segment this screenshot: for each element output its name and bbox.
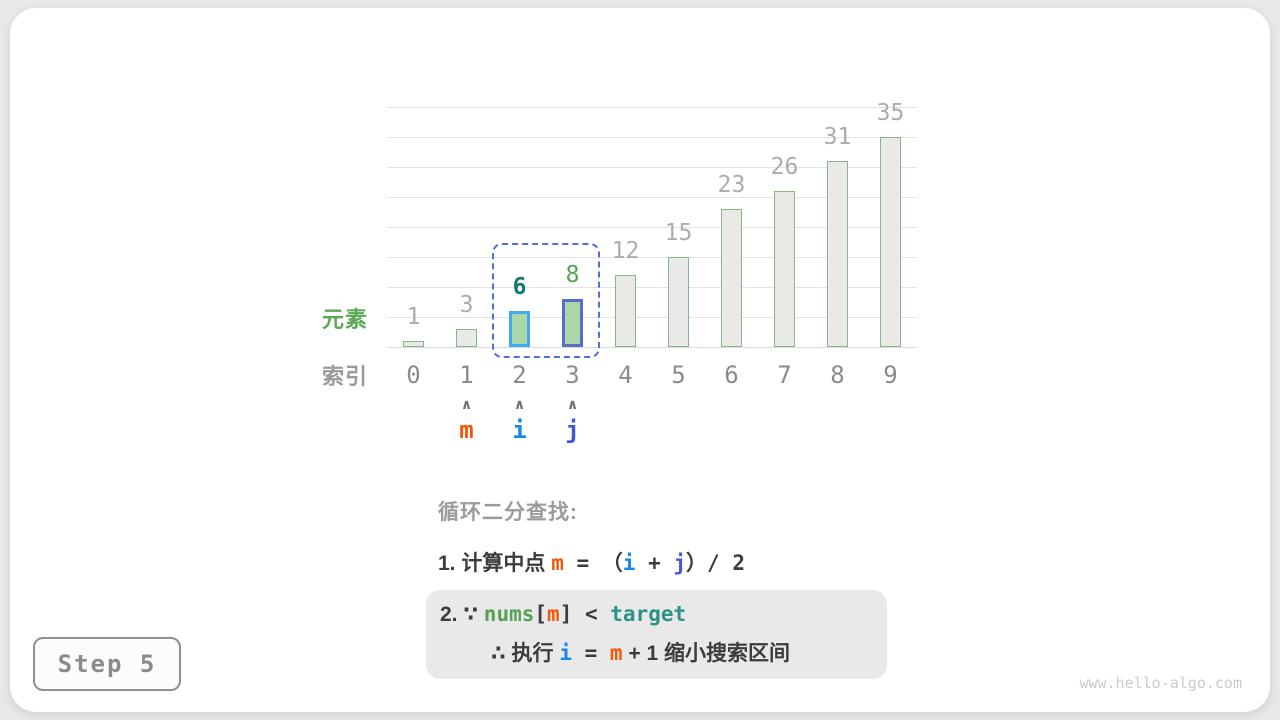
gridline: [387, 167, 917, 168]
pointer-label-m: m: [459, 416, 474, 444]
gridline: [387, 257, 917, 258]
gridline: [387, 287, 917, 288]
gridline: [387, 137, 917, 138]
bar-value-label: 23: [717, 172, 746, 198]
var-nums: nums: [483, 602, 535, 626]
pointer-caret-icon: ∧: [566, 396, 579, 412]
bar: [509, 311, 530, 347]
var-m: m: [609, 641, 623, 665]
step1-mid2: +: [635, 551, 674, 575]
annotation-heading: 循环二分查找:: [438, 501, 578, 524]
index-label: 7: [777, 361, 792, 389]
var-i: i: [622, 551, 636, 575]
index-label: 3: [565, 361, 580, 389]
var-j: j: [673, 551, 687, 575]
pointer-caret-icon: ∧: [460, 396, 473, 412]
step2-line2-post: + 1 缩小搜索区间: [622, 642, 790, 665]
bar-value-label: 6: [512, 274, 527, 300]
gridline: [387, 107, 917, 108]
var-m: m: [547, 602, 560, 626]
pointer-caret-icon: ∧: [513, 396, 526, 412]
bar-value-label: 1: [406, 304, 421, 330]
gridline: [387, 317, 917, 318]
step1-mid1: = （: [563, 551, 623, 575]
index-label: 4: [618, 361, 633, 389]
step2-line2-pre: ∴ 执行: [491, 642, 560, 665]
index-label: 0: [406, 361, 421, 389]
var-i: i: [559, 641, 572, 665]
element-axis-label: 元素: [322, 307, 369, 332]
var-m: m: [551, 551, 564, 575]
bar: [403, 341, 424, 347]
bar-value-label: 26: [770, 154, 799, 180]
step1-pre: 1. 计算中点: [438, 552, 552, 575]
pointer-label-i: i: [512, 416, 527, 444]
var-target: target: [610, 602, 687, 626]
bracket-close: ]: [559, 602, 573, 626]
bar-value-label: 15: [664, 220, 693, 246]
watermark: www.hello-algo.com: [1079, 674, 1242, 692]
bar: [880, 137, 901, 347]
step2-line1: 2. ∵ nums[m] < target: [440, 601, 686, 628]
bar-value-label: 12: [611, 238, 640, 264]
pointer-label-j: j: [565, 416, 580, 444]
bar: [615, 275, 636, 347]
bracket-open: [: [534, 602, 548, 626]
bar-value-label: 3: [459, 292, 474, 318]
search-window-box: [492, 243, 600, 358]
gridline: [387, 227, 917, 228]
equals-operator: =: [571, 641, 610, 665]
bar: [721, 209, 742, 347]
gridline: [387, 197, 917, 198]
bar: [668, 257, 689, 347]
step2-line2: ∴ 执行 i = m + 1 缩小搜索区间: [491, 640, 790, 667]
less-than-operator: <: [572, 602, 611, 626]
bar-value-label: 35: [876, 100, 905, 126]
bar: [827, 161, 848, 347]
gridline: [387, 347, 917, 348]
bar-chart: 1 3 6 8 12 15 23 26 31 35 0 1 2 3 4 5 6 7 8 9 ∧ m ∧ i ∧ j: [387, 102, 917, 442]
bar: [774, 191, 795, 347]
index-label: 2: [512, 361, 527, 389]
index-label: 6: [724, 361, 739, 389]
step1-line: 1. 计算中点 m = （i + j）/ 2: [438, 550, 745, 577]
index-label: 9: [883, 361, 898, 389]
bar-value-label: 31: [823, 124, 852, 150]
bar: [456, 329, 477, 347]
step2-highlight-box: [426, 590, 887, 679]
step1-post: ）/ 2: [686, 551, 745, 575]
step2-line1-pre: 2. ∵: [440, 603, 484, 626]
step-badge: Step 5: [33, 637, 181, 691]
index-label: 5: [671, 361, 686, 389]
index-label: 1: [459, 361, 474, 389]
bar: [562, 299, 583, 347]
bar-value-label: 8: [565, 262, 580, 288]
index-label: 8: [830, 361, 845, 389]
index-axis-label: 索引: [322, 364, 369, 389]
